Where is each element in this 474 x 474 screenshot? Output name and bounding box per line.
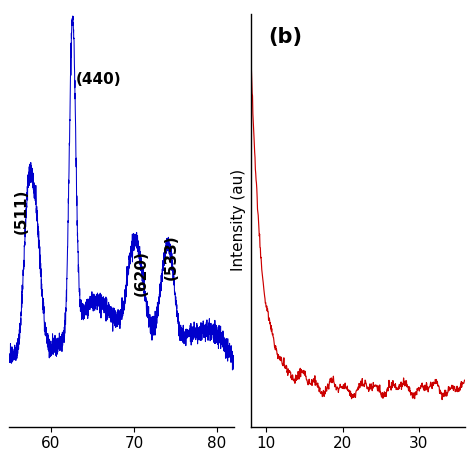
Text: (620): (620) xyxy=(134,250,149,296)
Text: (440): (440) xyxy=(76,73,121,87)
Text: (b): (b) xyxy=(268,27,302,46)
Text: (511): (511) xyxy=(14,189,28,234)
Y-axis label: Intensity (au): Intensity (au) xyxy=(230,169,246,272)
Text: (533): (533) xyxy=(164,235,179,280)
